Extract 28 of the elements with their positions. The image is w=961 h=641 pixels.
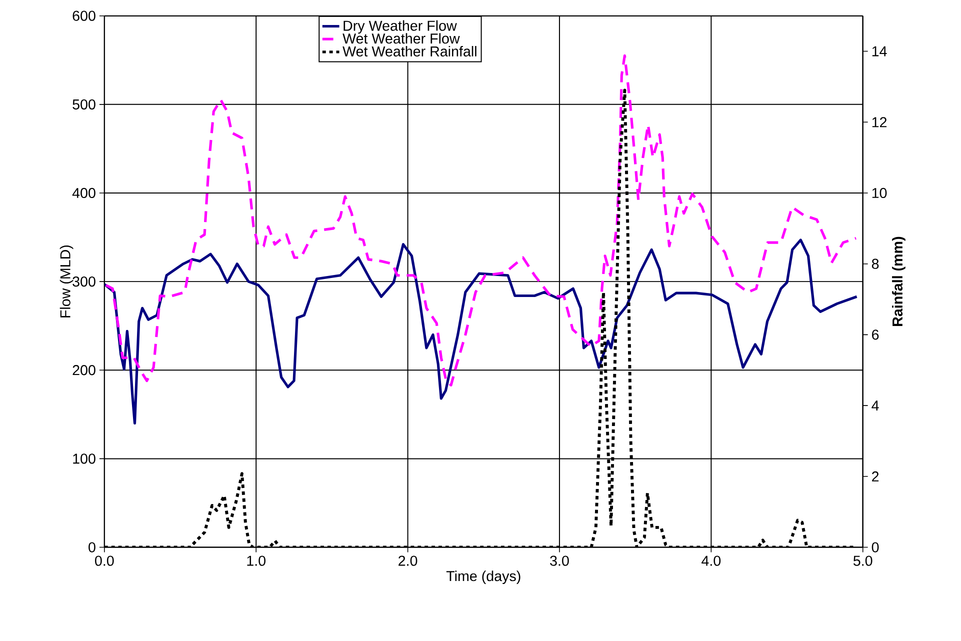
y-tick-label: 400 (72, 188, 96, 198)
x-tick-label: 4.0 (702, 555, 721, 566)
legend-label: Dry Weather Flow (344, 20, 457, 34)
y2-tick-label: 12 (872, 116, 887, 127)
x-tick-label: 5.0 (853, 555, 872, 566)
y2-axis-title: Rainfall (mm) (892, 236, 906, 326)
x-tick-label: 2.0 (398, 555, 418, 566)
y-tick-label: 200 (72, 364, 96, 375)
y2-tick-label: 0 (872, 542, 879, 552)
y-axis-title: Flow (MLD) (60, 245, 74, 318)
x-tick-label: 0.0 (95, 555, 114, 566)
y2-tick-label: 2 (872, 471, 879, 482)
y2-tick-label: 6 (872, 329, 879, 340)
y-tick-label: 600 (72, 10, 96, 21)
x-tick-label: 1.0 (247, 555, 266, 566)
y2-tick-label: 4 (872, 400, 879, 410)
y-tick-label: 300 (72, 276, 96, 286)
y-tick-label: 0 (88, 542, 96, 552)
line-series (104, 238, 858, 424)
y-tick-label: 100 (73, 453, 96, 464)
y2-tick-label: 8 (872, 258, 879, 269)
y-tick-label: 500 (72, 99, 96, 110)
y2-tick-label: 14 (872, 46, 887, 56)
legend-label: Wet Weather Rainfall (342, 46, 476, 56)
x-axis-title: Time (days) (446, 570, 520, 584)
legend-label: Wet Weather Flow (342, 32, 460, 44)
x-tick-label: 3.0 (550, 555, 569, 566)
y2-tick-label: 10 (872, 188, 887, 198)
